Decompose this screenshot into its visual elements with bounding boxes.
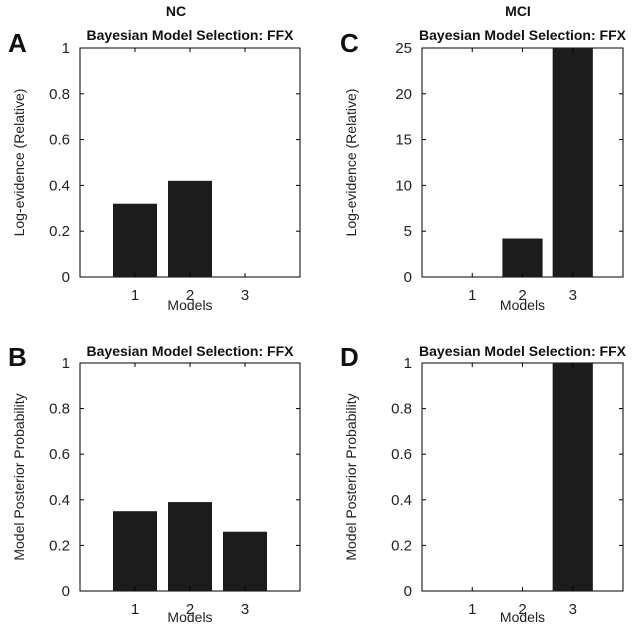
xtick-label-c: 1 [468,287,476,304]
panel-letter-d: D [340,342,359,372]
ytick-label-a: 0.6 [49,132,70,149]
xaxis-label-b: Models [167,609,212,625]
bar-b-model-3 [223,531,267,591]
bar-d-model-3 [552,363,593,591]
xaxis-label-d: Models [500,609,545,625]
panel-letter-c: C [340,28,359,58]
group-title-nc: NC [166,3,186,19]
yaxis-label-a: Log-evidence (Relative) [11,89,27,237]
yaxis-label-d: Model Posterior Probability [343,393,359,560]
xtick-label-d: 3 [569,601,577,618]
panel-letter-b: B [8,342,27,372]
ytick-label-c: 20 [395,86,412,103]
bar-a-model-2 [168,180,212,277]
ytick-label-d: 0.2 [391,537,412,554]
ytick-label-a: 0 [62,269,70,286]
yaxis-label-c: Log-evidence (Relative) [343,89,359,237]
ytick-label-a: 1 [62,40,70,57]
xtick-label-b: 2 [186,601,194,618]
xtick-label-a: 3 [241,287,249,304]
xaxis-label-c: Models [500,297,545,313]
plot-title-c: Bayesian Model Selection: FFX [419,27,627,43]
xtick-label-b: 3 [241,601,249,618]
ytick-label-d: 0 [404,583,412,600]
ytick-label-b: 0.8 [49,401,70,418]
plot-title-a: Bayesian Model Selection: FFX [87,27,295,43]
ytick-label-d: 0.4 [391,492,412,509]
bar-c-model-2 [502,238,543,277]
ytick-label-d: 0.6 [391,446,412,463]
ytick-label-c: 5 [404,223,412,240]
bar-a-model-1 [113,203,157,277]
ytick-label-d: 1 [404,355,412,372]
ytick-label-b: 0 [62,583,70,600]
bar-c-model-3 [552,48,593,277]
ytick-label-b: 0.2 [49,537,70,554]
xtick-label-b: 1 [131,601,139,618]
ytick-label-c: 0 [404,269,412,286]
xtick-label-a: 2 [186,287,194,304]
ytick-label-c: 15 [395,132,412,149]
ytick-label-c: 10 [395,177,412,194]
bar-b-model-2 [168,502,212,591]
ytick-label-a: 0.2 [49,223,70,240]
ytick-label-b: 0.4 [49,492,70,509]
ytick-label-b: 1 [62,355,70,372]
ytick-label-b: 0.6 [49,446,70,463]
plot-title-d: Bayesian Model Selection: FFX [419,343,627,359]
xtick-label-c: 2 [518,287,526,304]
plot-title-b: Bayesian Model Selection: FFX [87,343,295,359]
xaxis-label-a: Models [167,297,212,313]
yaxis-label-b: Model Posterior Probability [11,393,27,560]
ytick-label-d: 0.8 [391,401,412,418]
panel-letter-a: A [8,28,27,58]
ytick-label-a: 0.8 [49,86,70,103]
group-title-mci: MCI [505,3,531,19]
xtick-label-c: 3 [569,287,577,304]
xtick-label-a: 1 [131,287,139,304]
ytick-label-c: 25 [395,40,412,57]
xtick-label-d: 1 [468,601,476,618]
ytick-label-a: 0.4 [49,177,70,194]
bar-b-model-1 [113,511,157,591]
xtick-label-d: 2 [518,601,526,618]
